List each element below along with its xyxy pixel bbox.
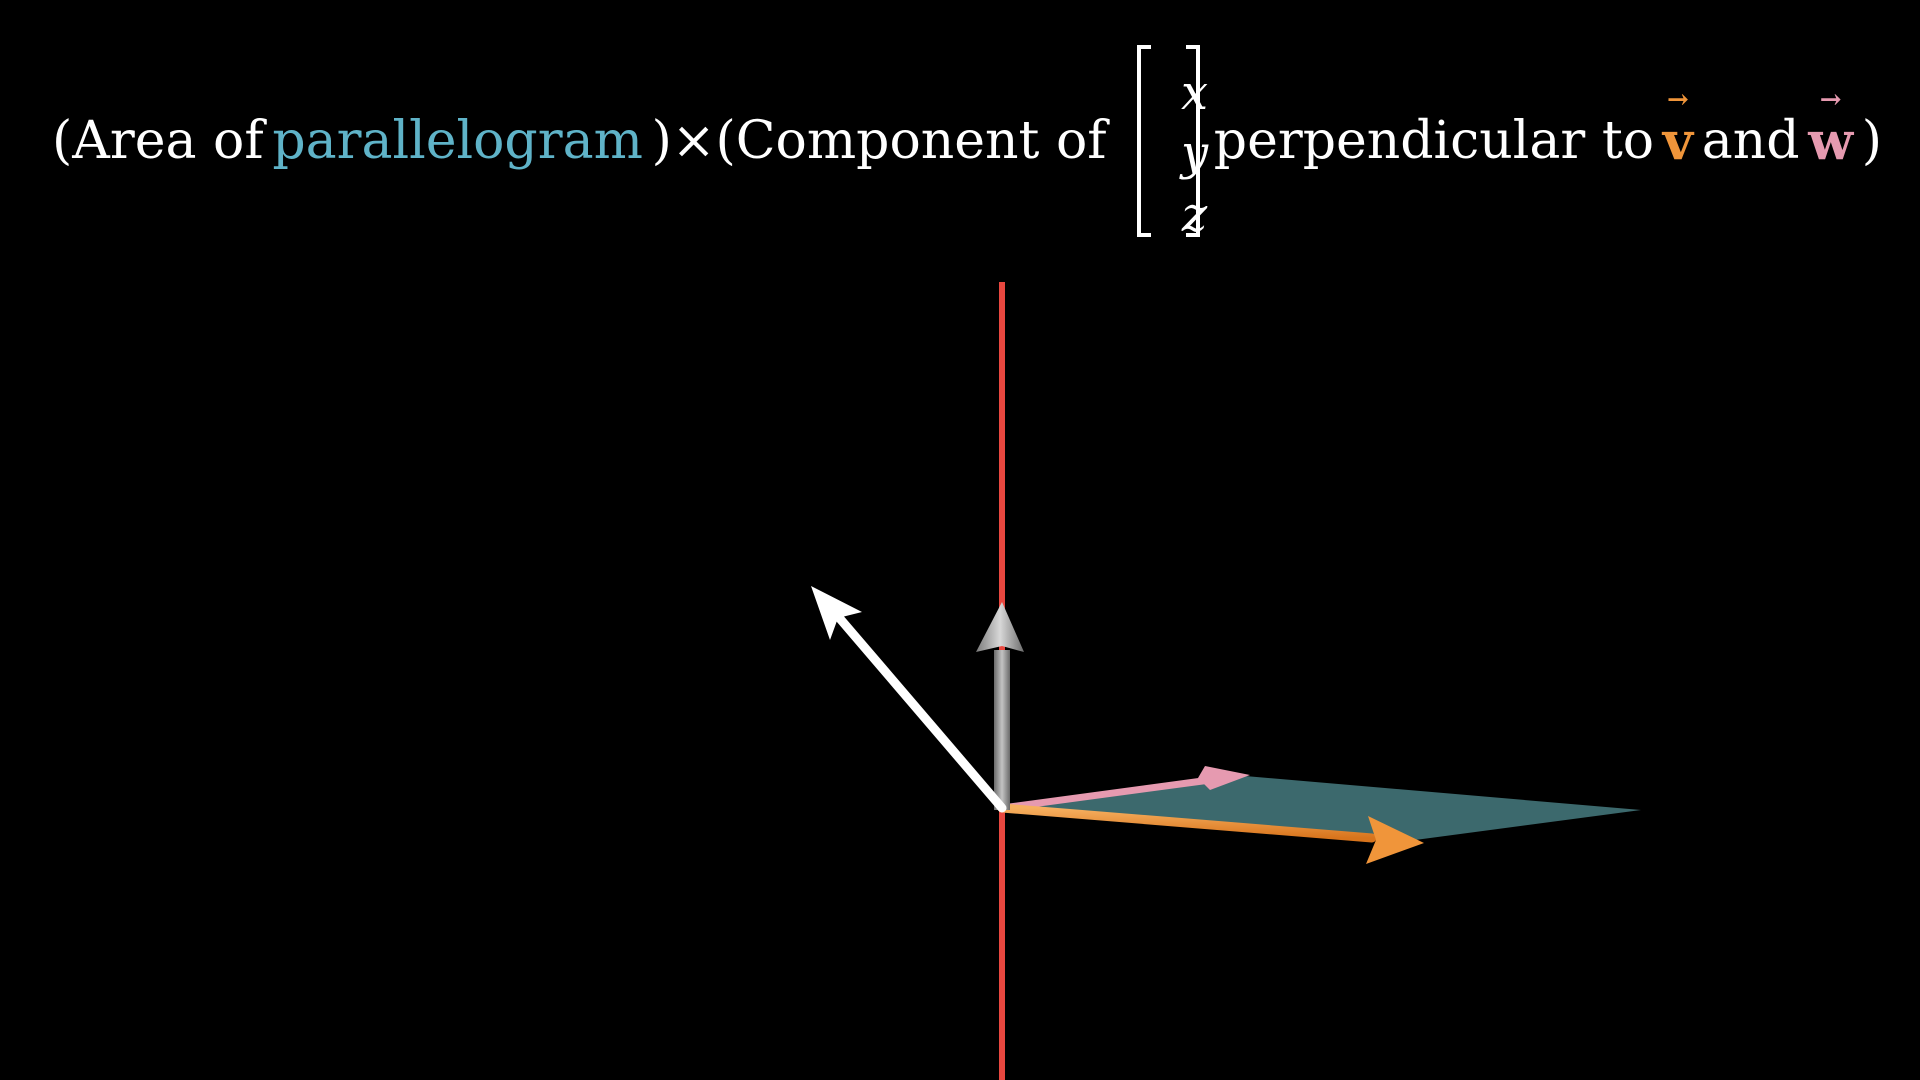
vector-v-arrowhead — [1366, 816, 1424, 864]
perpendicular-component-shaft — [994, 650, 1010, 810]
symbol-v: → v — [1662, 87, 1693, 172]
symbol-w: → w — [1808, 87, 1853, 172]
xyz-matrix: x y z — [1136, 41, 1208, 241]
formula-times-component-of: )×(Component of — [651, 111, 1107, 171]
formula-parallelogram: parallelogram — [272, 111, 643, 171]
formula-area-of: Area of — [72, 111, 264, 171]
matrix-entry-y: y — [1180, 125, 1209, 181]
formula-open-paren: ( — [52, 111, 73, 171]
matrix-right-bracket — [1185, 45, 1200, 237]
v-letter: v — [1662, 110, 1693, 172]
vector-v-shaft — [997, 803, 1377, 843]
parallelogram-shape — [1002, 776, 1641, 842]
vector-xyz-arrowhead — [811, 586, 862, 640]
formula: ( Area of parallelogram )×(Component of … — [52, 36, 1882, 246]
vector-xyz-shaft — [831, 609, 1007, 813]
formula-close-paren: ) — [1861, 111, 1883, 171]
w-letter: w — [1808, 110, 1853, 172]
formula-and: and — [1701, 111, 1800, 171]
vector-w-arrowhead — [1198, 766, 1250, 790]
formula-perpendicular-to: perpendicular to — [1213, 111, 1655, 171]
matrix-entry-z: z — [1181, 187, 1208, 243]
v-arrow-accent: → — [1666, 84, 1689, 115]
w-arrow-accent: → — [1819, 84, 1842, 115]
matrix-entry-x: x — [1180, 65, 1209, 121]
matrix-left-bracket — [1136, 45, 1151, 237]
perpendicular-component-arrowhead — [976, 602, 1024, 652]
vector-w-shaft — [998, 776, 1214, 812]
